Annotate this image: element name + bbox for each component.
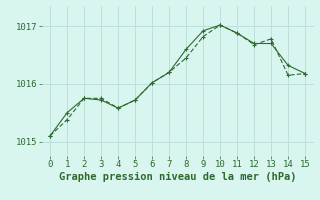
X-axis label: Graphe pression niveau de la mer (hPa): Graphe pression niveau de la mer (hPa) (59, 172, 296, 182)
